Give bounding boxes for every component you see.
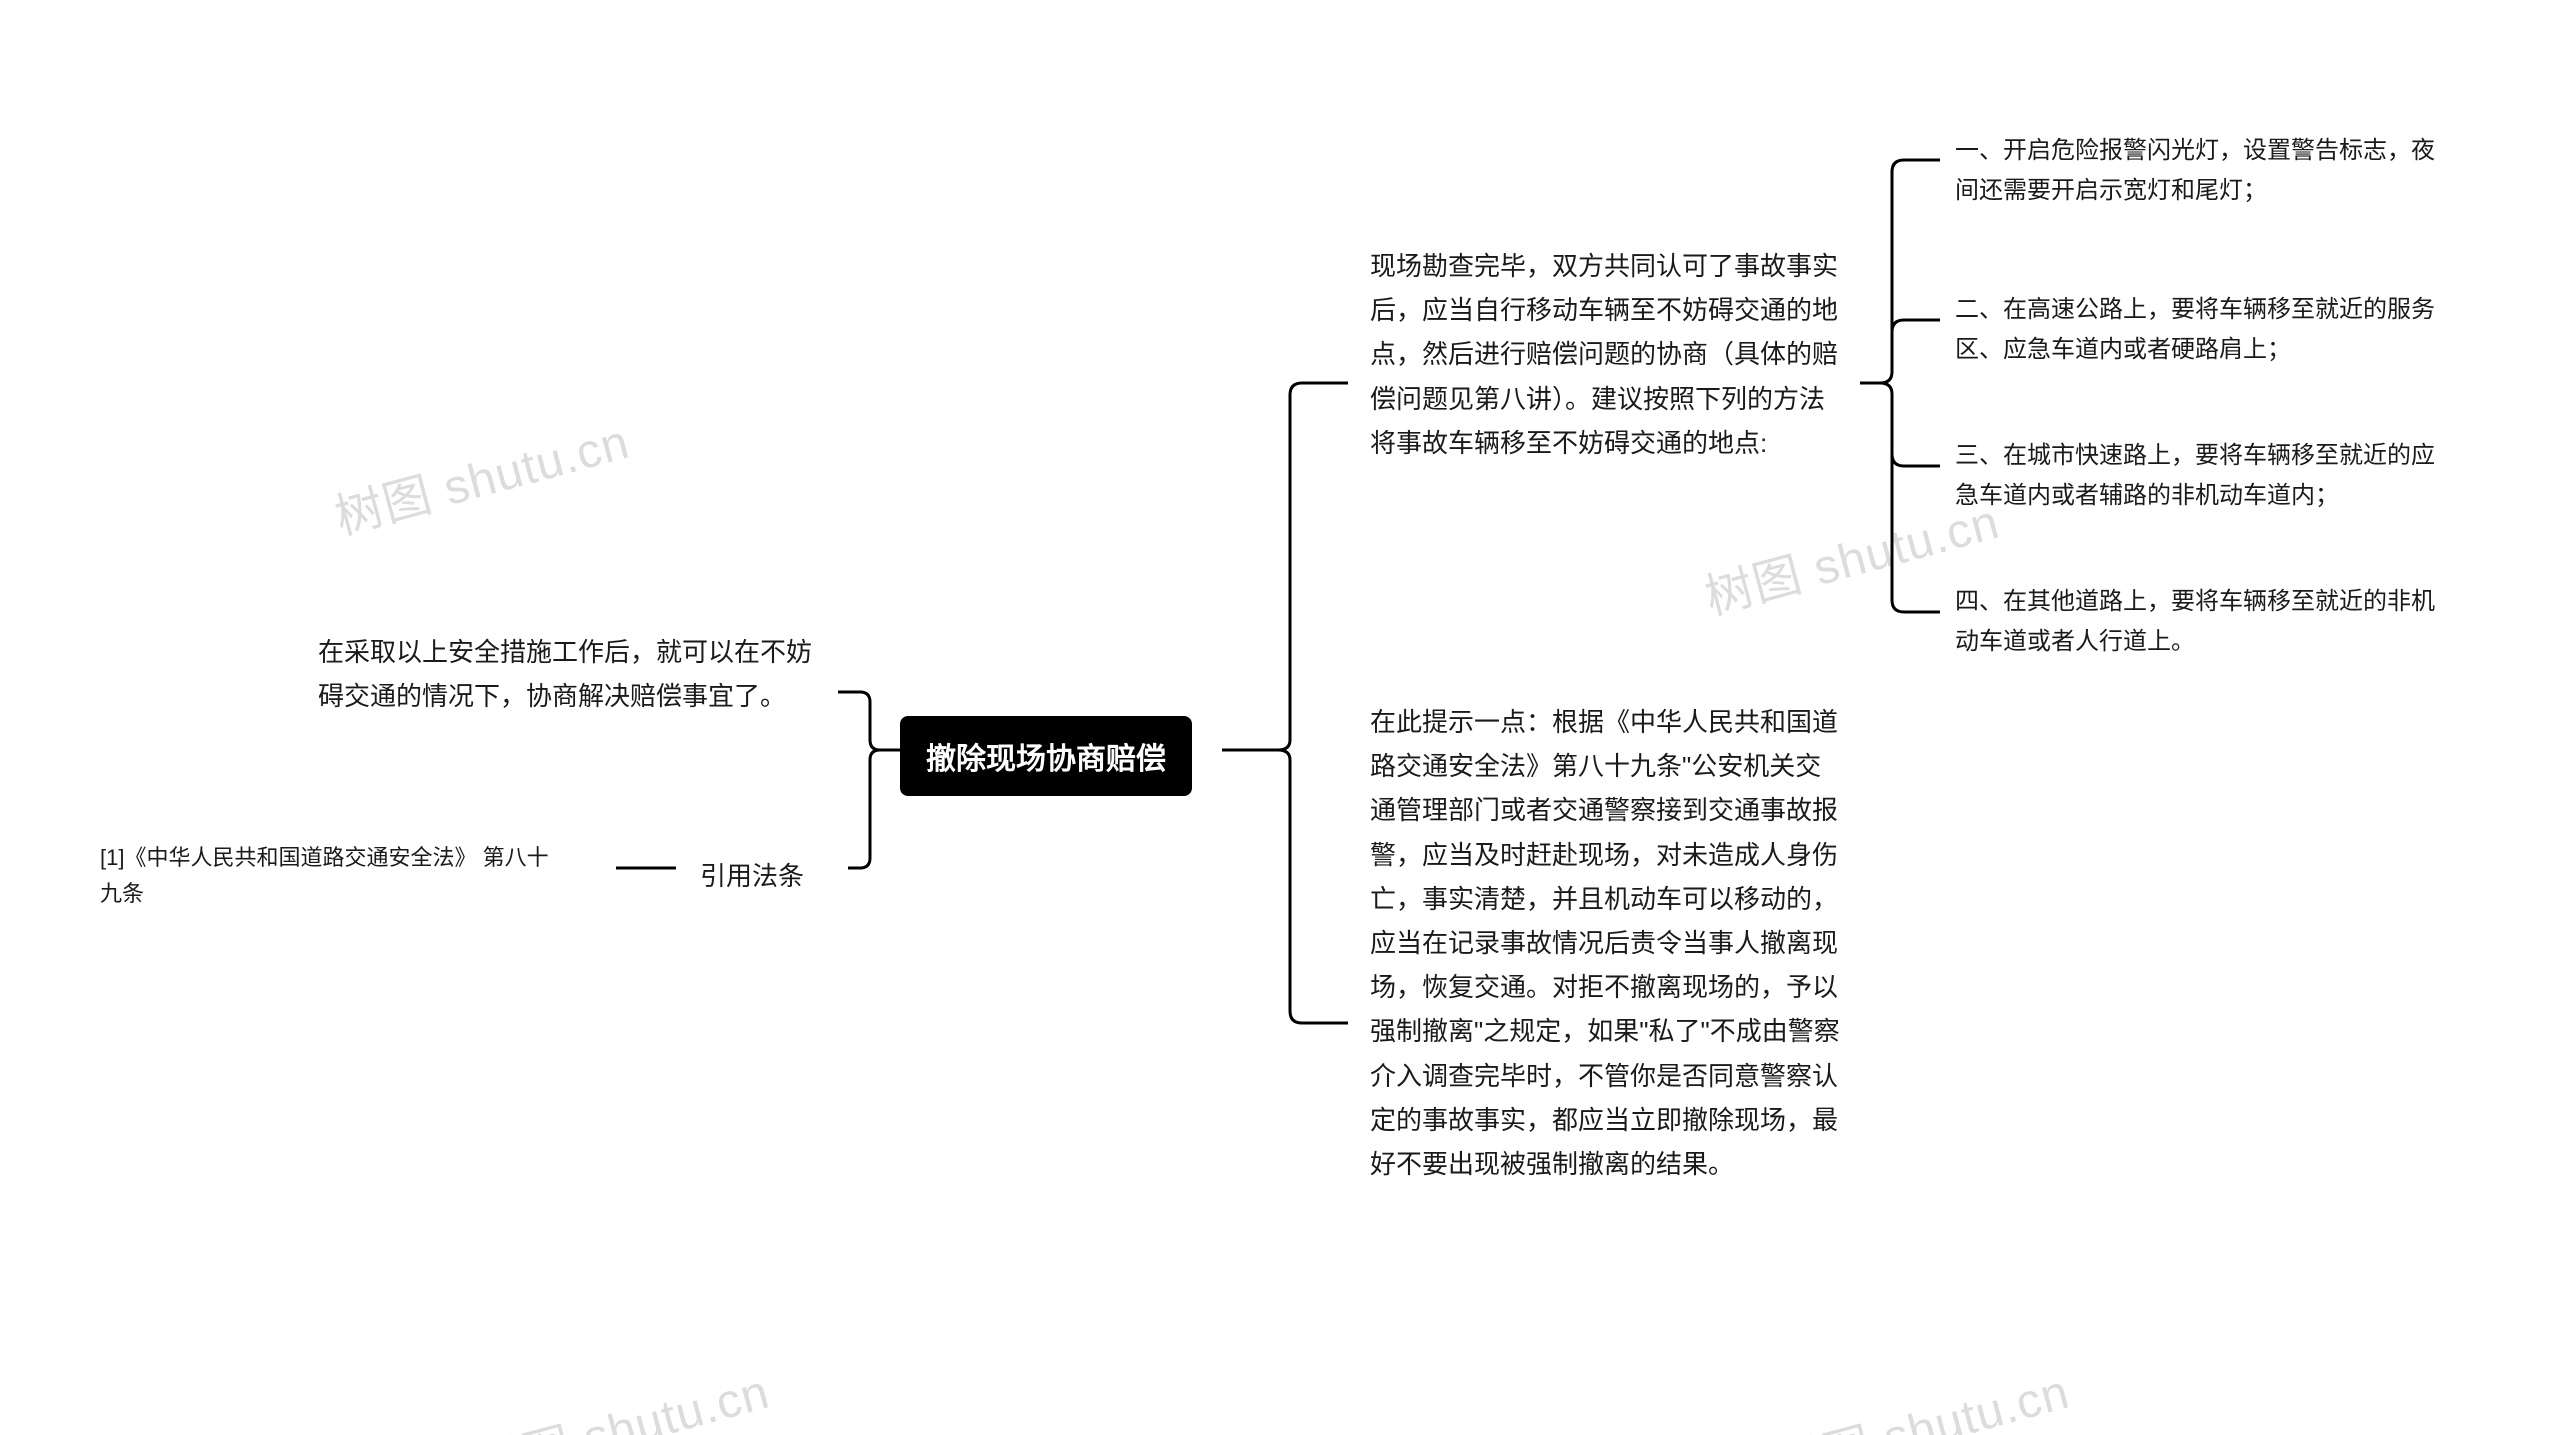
citation-law-ref: [1]《中华人民共和国道路交通安全法》 第八十九条 <box>100 840 570 913</box>
tip-4: 四、在其他道路上，要将车辆移至就近的非机动车道或者人行道上。 <box>1955 582 2455 661</box>
left-branch-safety: 在采取以上安全措施工作后，就可以在不妨碍交通的情况下，协商解决赔偿事宜了。 <box>318 630 818 718</box>
right-branch-move-vehicle: 现场勘查完毕，双方共同认可了事故事实后，应当自行移动车辆至不妨碍交通的地点，然后… <box>1370 244 1840 465</box>
tip-2: 二、在高速公路上，要将车辆移至就近的服务区、应急车道内或者硬路肩上； <box>1955 290 2455 369</box>
tip-1: 一、开启危险报警闪光灯，设置警告标志，夜间还需要开启示宽灯和尾灯； <box>1955 131 2455 210</box>
watermark: 树图 shutu.cn <box>326 402 636 548</box>
watermark: 树图 shutu.cn <box>466 1352 776 1435</box>
left-branch-citation: 引用法条 <box>700 854 840 898</box>
tip-3: 三、在城市快速路上，要将车辆移至就近的应急车道内或者辅路的非机动车道内； <box>1955 436 2455 515</box>
watermark: 树图 shutu.cn <box>1766 1352 2076 1435</box>
right-branch-law-note: 在此提示一点：根据《中华人民共和国道路交通安全法》第八十九条"公安机关交通管理部… <box>1370 700 1840 1186</box>
root-node: 撤除现场协商赔偿 <box>900 716 1192 796</box>
